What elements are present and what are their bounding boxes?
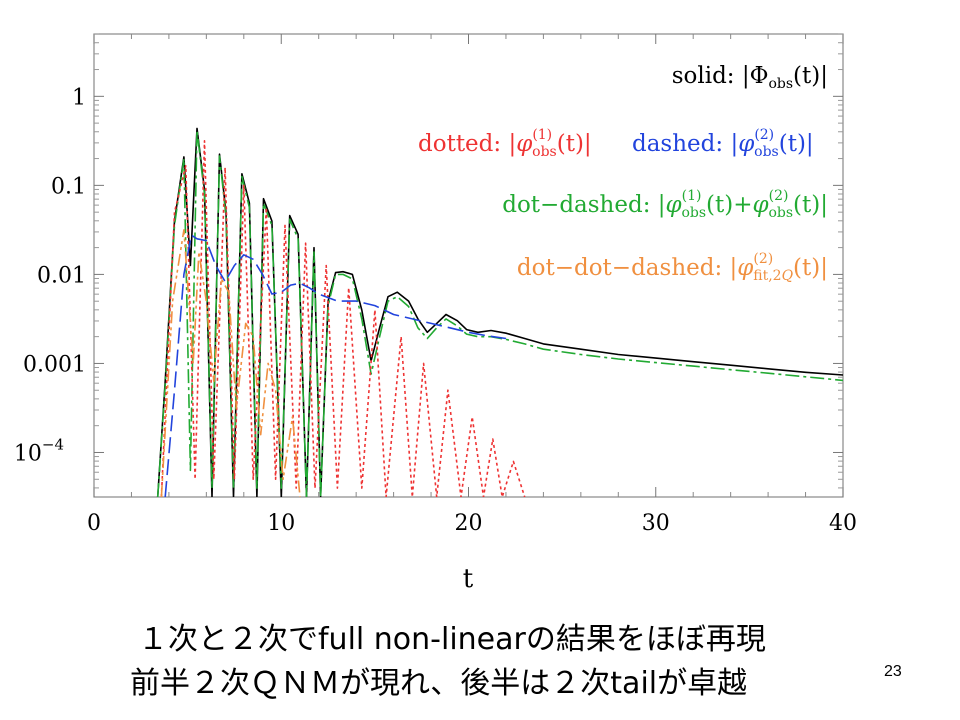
series-layer (156, 127, 843, 497)
x-tick-label-2: 20 (455, 511, 483, 536)
y-tick-label-4: 10−4 (14, 435, 64, 466)
legend-entry-dashed: dashed: |φ(2) obs(t)| (632, 127, 814, 160)
legend-entry-dot-dashed: dot−dashed: |φ(1) obs(t)+φ(2) obs(t)| (502, 188, 828, 221)
legend-entry-solid: solid: |Φobs(t)| (672, 63, 828, 92)
legend-entry-dot-dot-dashed: dot−dot−dashed: |φ(2) fit,2Q(t)| (517, 251, 828, 284)
x-axis-label: t (463, 564, 474, 594)
x-tick-label-0: 0 (87, 511, 101, 536)
series-dotted (160, 140, 526, 497)
caption-line-1: １次と２次でfull non-linearの結果をほぼ再現 (138, 622, 766, 657)
x-tick-label-4: 40 (829, 511, 857, 536)
legend: solid: |Φobs(t)| dotted: |φ(1) obs(t)| da… (418, 63, 828, 284)
x-tick-label-3: 30 (642, 511, 670, 536)
axis-ticks (93, 33, 844, 497)
series-solid (156, 127, 843, 497)
legend-entry-dotted: dotted: |φ(1) obs(t)| (418, 127, 592, 160)
chart: 0 10 20 30 40 1 0.1 0.01 0.001 10−4 t solid: |Φob… (14, 33, 857, 594)
y-tick-label-0: 1 (72, 85, 86, 110)
series-dot-dot-dashed (160, 229, 301, 497)
caption-line-2: 前半２次ＱＮＭが現れ、後半は２次tailが卓越 (130, 666, 748, 701)
series-dashed (164, 234, 507, 497)
tick-labels: 0 10 20 30 40 1 0.1 0.01 0.001 10−4 (14, 85, 857, 536)
y-tick-label-2: 0.01 (37, 263, 86, 288)
plot-frame (93, 33, 844, 498)
y-tick-label-3: 0.001 (23, 352, 86, 377)
y-tick-label-1: 0.1 (51, 174, 86, 199)
series-dot-dashed (156, 129, 843, 497)
x-tick-label-1: 10 (267, 511, 295, 536)
page-number: 23 (884, 663, 902, 680)
